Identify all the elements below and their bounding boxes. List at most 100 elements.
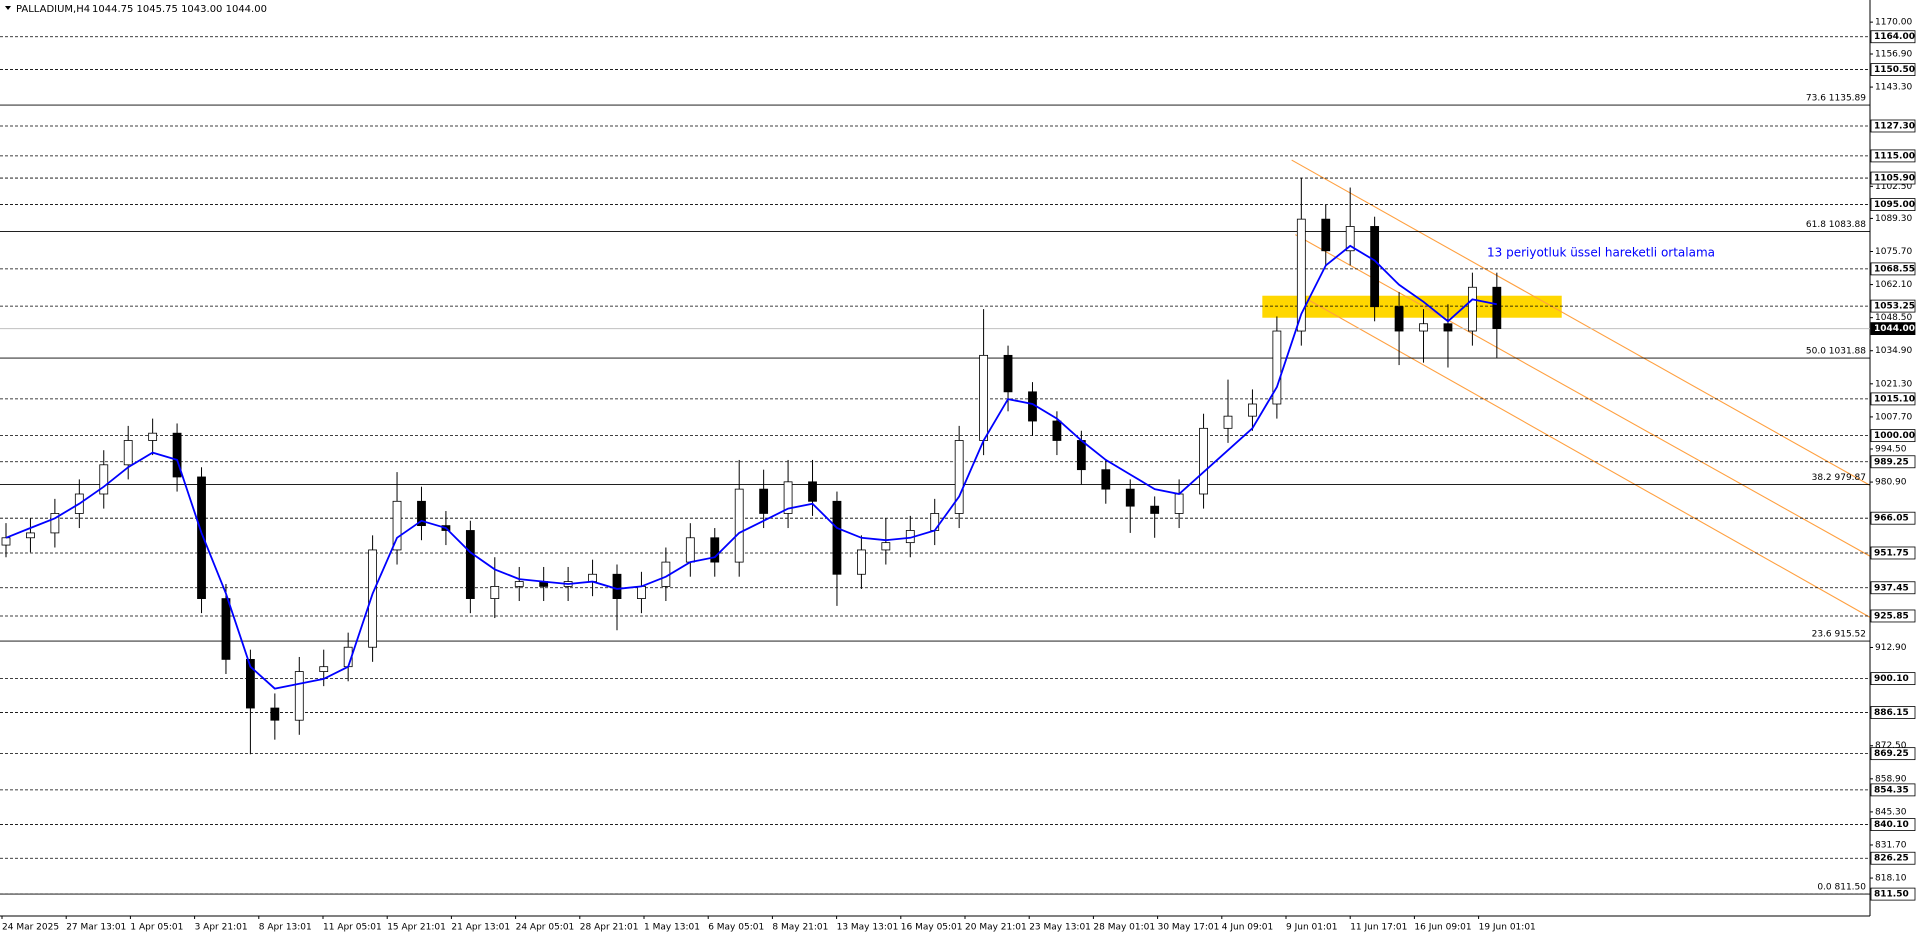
level-label: 1150.50	[1874, 65, 1915, 75]
candle-body	[319, 666, 329, 672]
x-tick-label: 8 Apr 13:01	[259, 923, 312, 933]
candle-body	[123, 440, 133, 466]
fib-label: 50.0 1031.88	[1806, 347, 1866, 357]
candle-body	[172, 432, 182, 478]
fib-label: 61.8 1083.88	[1806, 220, 1866, 230]
fib-label: 38.2 979.87	[1812, 473, 1866, 483]
y-tick-label: 1156.90	[1875, 49, 1912, 59]
level-label: 1053.25	[1874, 302, 1915, 312]
y-tick-label: 1048.50	[1875, 313, 1912, 323]
chart-title: PALLADIUM,H4	[16, 4, 90, 15]
y-tick-label: 1089.30	[1875, 214, 1912, 224]
y-tick-label: 994.50	[1875, 445, 1907, 455]
y-tick-label: 1143.30	[1875, 83, 1912, 93]
support-zone	[1262, 295, 1562, 318]
level-box	[1870, 455, 1916, 469]
candle-body	[270, 707, 280, 721]
candle-body	[1076, 440, 1086, 471]
y-tick-label: 1102.50	[1875, 182, 1912, 192]
candle-body	[1, 537, 11, 546]
candle-body	[368, 549, 378, 648]
level-box	[1870, 171, 1916, 185]
candle-body	[685, 537, 695, 563]
level-label: 1095.00	[1874, 200, 1915, 210]
fib-label: 0.0 811.50	[1817, 883, 1866, 893]
y-tick-label: 980.90	[1875, 478, 1907, 488]
current-price-label: 1044.00	[1874, 324, 1915, 334]
level-label: 826.25	[1874, 854, 1909, 864]
x-tick-label: 1 Apr 05:01	[130, 923, 183, 933]
x-tick-label: 30 May 17:01	[1158, 923, 1220, 933]
level-label: 1115.00	[1874, 151, 1915, 161]
candle-body	[1419, 323, 1428, 332]
level-label: 854.35	[1874, 785, 1909, 795]
y-tick-label: 831.70	[1875, 840, 1907, 850]
fib-label: 73.6 1135.89	[1806, 94, 1866, 104]
candle-body	[514, 581, 524, 587]
y-tick-label: 912.90	[1875, 643, 1907, 653]
level-label: 1164.00	[1874, 32, 1915, 42]
level-label: 1015.10	[1874, 394, 1915, 404]
level-box	[1870, 149, 1916, 163]
candle-body	[197, 476, 206, 599]
candle-body	[1296, 218, 1306, 332]
candle-body	[1174, 493, 1184, 514]
x-tick-label: 19 Jun 01:01	[1479, 923, 1536, 933]
ema-line	[5, 244, 1497, 690]
level-label: 1105.90	[1874, 174, 1915, 184]
level-box	[1870, 609, 1916, 623]
y-tick-label: 1021.30	[1875, 379, 1912, 389]
level-box	[1870, 119, 1916, 133]
level-box	[1870, 706, 1916, 719]
level-label: 840.10	[1874, 820, 1909, 830]
candle-body	[1150, 505, 1160, 514]
candle-body	[465, 530, 475, 599]
x-tick-label: 27 Mar 13:01	[66, 923, 126, 933]
candle-body	[759, 488, 769, 514]
y-tick-label: 818.10	[1875, 874, 1907, 884]
level-box	[1870, 672, 1916, 686]
level-label: 951.75	[1874, 548, 1909, 558]
x-tick-label: 11 Jun 17:01	[1350, 923, 1407, 933]
candle-body	[734, 488, 744, 563]
candle-body	[392, 500, 402, 551]
x-tick-label: 28 May 01:01	[1093, 923, 1155, 933]
candle-body	[26, 532, 35, 539]
candle-body	[1468, 286, 1477, 332]
candle-body	[612, 573, 622, 599]
level-label: 937.45	[1874, 583, 1909, 593]
level-box	[1870, 546, 1916, 560]
x-tick-label: 1 May 13:01	[644, 923, 700, 933]
x-tick-label: 15 Apr 21:01	[387, 923, 446, 933]
candle-body	[881, 542, 891, 551]
level-box	[1870, 63, 1916, 76]
x-tick-label: 16 May 05:01	[901, 923, 963, 933]
y-tick-label: 1075.70	[1875, 247, 1912, 257]
candle-body	[148, 432, 158, 441]
candle-body	[1345, 226, 1355, 252]
candle-body	[1321, 218, 1331, 252]
channel-line	[1291, 159, 1870, 486]
level-box	[1870, 429, 1916, 443]
x-tick-label: 16 Jun 09:01	[1414, 923, 1471, 933]
candle-body	[1199, 427, 1208, 495]
candle-body	[1101, 469, 1111, 490]
level-label: 1068.55	[1874, 264, 1915, 274]
candle-body	[1125, 488, 1135, 507]
x-tick-label: 21 Apr 13:01	[451, 923, 510, 933]
candle-body	[1370, 226, 1380, 308]
candle-body	[637, 586, 646, 599]
x-tick-label: 28 Apr 21:01	[580, 923, 639, 933]
candle-body	[1443, 323, 1453, 332]
menu-arrow	[5, 6, 11, 10]
drawing-objects	[1262, 159, 1870, 618]
candle-body	[1492, 286, 1502, 330]
level-box	[1870, 851, 1916, 865]
x-tick-label: 9 Jun 01:01	[1286, 923, 1337, 933]
level-label: 925.85	[1874, 611, 1909, 621]
y-tick-label: 1007.70	[1875, 412, 1912, 422]
y-tick-label: 858.90	[1875, 774, 1907, 784]
x-tick-label: 11 Apr 05:01	[323, 923, 382, 933]
level-box	[1870, 299, 1916, 313]
